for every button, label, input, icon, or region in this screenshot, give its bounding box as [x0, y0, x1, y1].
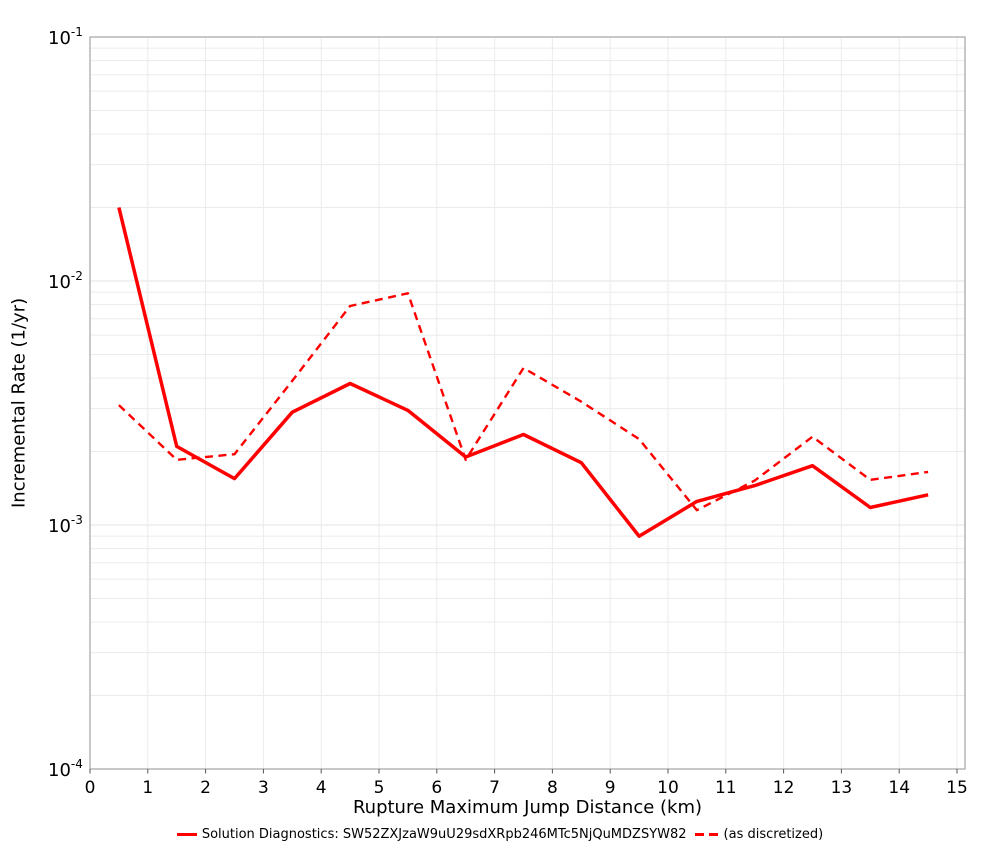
x-tick-label: 12: [773, 778, 795, 798]
series-dashed-line: [118, 292, 929, 512]
x-axis-label: Rupture Maximum Jump Distance (km): [352, 797, 703, 818]
x-tick-label: 4: [316, 778, 327, 798]
x-tick-label: 9: [605, 778, 616, 798]
x-tick-label: 7: [489, 778, 500, 798]
y-tick-label: 10-1: [48, 25, 83, 49]
legend-label-solution: Solution Diagnostics: SW52ZXJzaW9uU29sdX…: [201, 827, 687, 842]
legend-item-solution: Solution Diagnostics: SW52ZXJzaW9uU29sdX…: [176, 827, 687, 842]
x-tick-label: 10: [657, 778, 679, 798]
x-tick-label: 13: [831, 778, 853, 798]
x-tick-label: 8: [547, 778, 558, 798]
x-tick-label: 6: [431, 778, 442, 798]
x-tick-label: 2: [200, 778, 211, 798]
legend: Solution Diagnostics: SW52ZXJzaW9uU29sdX…: [0, 827, 1000, 842]
x-tick-label: 14: [888, 778, 910, 798]
x-tick-label: 0: [85, 778, 96, 798]
legend-label-discretized: (as discretized): [723, 827, 824, 842]
legend-dashed-line-swatch: [694, 833, 719, 836]
series-solid-line: [117, 207, 929, 538]
y-tick-label: 10-2: [48, 269, 83, 293]
y-tick-label: 10-4: [48, 757, 83, 781]
plot-border: [89, 36, 966, 770]
y-tick-label: 10-3: [48, 513, 83, 537]
legend-item-discretized: (as discretized): [694, 827, 824, 842]
x-tick-label: 1: [142, 778, 153, 798]
legend-solid-line-swatch: [176, 833, 197, 836]
x-tick-label: 5: [374, 778, 385, 798]
y-axis-label: Incremental Rate (1/yr): [8, 297, 30, 509]
x-tick-label: 11: [715, 778, 737, 798]
x-tick-label: 3: [258, 778, 269, 798]
x-tick-label: 15: [946, 778, 968, 798]
